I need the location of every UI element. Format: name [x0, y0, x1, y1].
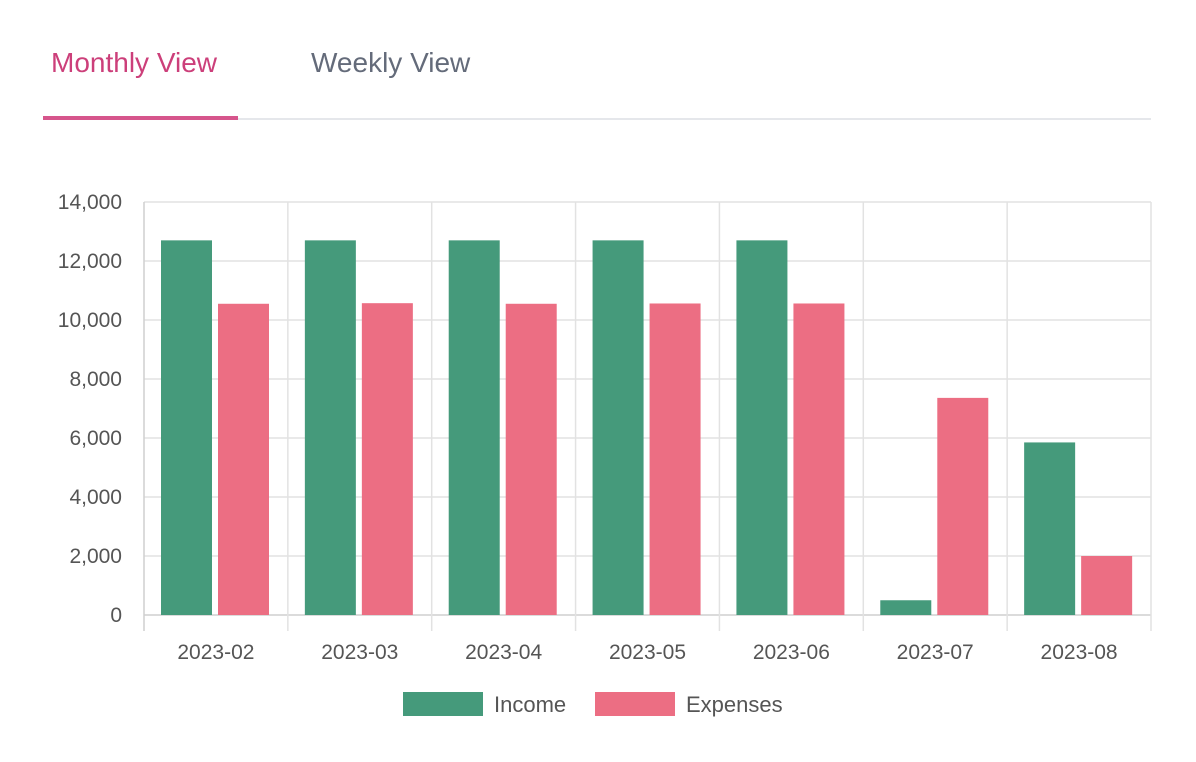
x-tick-label: 2023-03 [321, 641, 398, 664]
bar-income-2023-03[interactable] [304, 240, 356, 615]
y-tick-label: 8,000 [69, 368, 122, 391]
y-tick-label: 12,000 [58, 250, 122, 273]
y-tick-label: 0 [110, 604, 122, 627]
x-tick-label: 2023-02 [177, 641, 254, 664]
active-tab-indicator [43, 116, 238, 120]
y-tick-label: 6,000 [69, 427, 122, 450]
legend[interactable]: Income Expenses [403, 692, 783, 717]
x-tick-label: 2023-04 [465, 641, 542, 664]
x-tick-label: 2023-05 [609, 641, 686, 664]
y-axis-tick-labels: 0 2,000 4,000 6,000 8,000 10,000 12,000 14,000 [58, 191, 122, 627]
x-axis-tick-labels: 2023-02 2023-03 2023-04 2023-05 2023-06 2023-… [177, 641, 1117, 664]
bar-income-2023-08[interactable] [1024, 442, 1076, 615]
tab-weekly-view[interactable]: Weekly View [311, 47, 471, 78]
y-tick-label: 10,000 [58, 309, 122, 332]
bar-income-2023-07[interactable] [880, 600, 932, 615]
grid-lines [143, 201, 1152, 631]
y-tick-label: 2,000 [69, 545, 122, 568]
y-tick-label: 14,000 [58, 191, 122, 214]
bar-income-2023-06[interactable] [736, 240, 788, 615]
bar-income-2023-02[interactable] [161, 240, 212, 615]
x-tick-label: 2023-08 [1041, 641, 1118, 664]
x-tick-label: 2023-07 [897, 641, 974, 664]
bar-income-2023-04[interactable] [448, 240, 500, 615]
bar-expenses-2023-06[interactable] [793, 303, 845, 615]
bar-expenses-2023-07[interactable] [937, 397, 989, 615]
legend-swatch-expenses[interactable] [595, 692, 675, 716]
x-tick-label: 2023-06 [753, 641, 830, 664]
bar-expenses-2023-03[interactable] [361, 303, 413, 615]
bar-expenses-2023-02[interactable] [218, 303, 269, 615]
legend-label-expenses[interactable]: Expenses [686, 692, 783, 717]
tab-monthly-view[interactable]: Monthly View [51, 47, 218, 78]
bar-expenses-2023-05[interactable] [649, 303, 701, 615]
bar-expenses-2023-04[interactable] [505, 303, 557, 615]
legend-swatch-income[interactable] [403, 692, 483, 716]
bar-expenses-2023-08[interactable] [1081, 556, 1133, 615]
view-tabs: Monthly View Weekly View [43, 0, 1151, 120]
y-tick-label: 4,000 [69, 486, 122, 509]
bar-income-2023-05[interactable] [592, 240, 644, 615]
legend-label-income[interactable]: Income [494, 692, 566, 717]
bars [161, 240, 1133, 615]
